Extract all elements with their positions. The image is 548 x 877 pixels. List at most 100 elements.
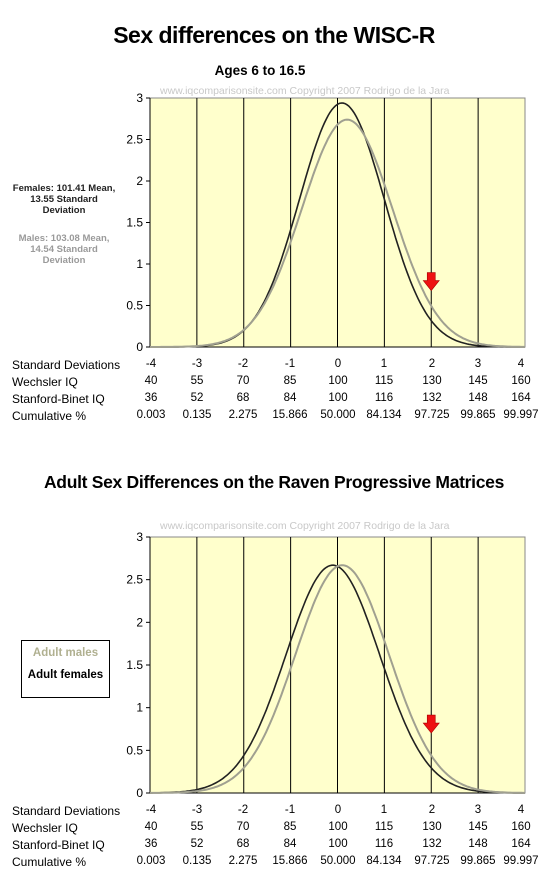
chart2-title: Adult Sex Differences on the Raven Progr… [43, 472, 505, 492]
chart2-table-cell: 52 [190, 838, 204, 850]
chart2-table-cell: 15.866 [272, 855, 308, 867]
chart1-table-cell: -2 [237, 358, 249, 370]
chart1-table-cell: 36 [144, 392, 158, 404]
chart2-y-tick-label: 2.5 [126, 573, 143, 587]
chart1-table-cell: 3 [474, 358, 482, 370]
chart1-legend-females: Females: 101.41 Mean, 13.55 Standard Dev… [2, 183, 126, 216]
chart1-scale-table: Standard Deviations -4 -3 -2 -1 0 1 2 3 4 Wechsler… [0, 358, 548, 426]
chart2-table-cell: 2 [428, 804, 436, 816]
chart2-table-cell: 4 [517, 804, 525, 816]
chart2-y-tick-label: 1 [136, 701, 143, 715]
chart2-table-cell: 84.134 [366, 855, 402, 867]
chart2-table-cell: 164 [511, 838, 531, 850]
chart1-table-cell: 130 [422, 375, 442, 387]
chart1-y-tick-label: 1 [136, 257, 143, 271]
chart2-y-tick-label: 0.5 [126, 743, 143, 757]
chart2-table-cell: 0.135 [182, 855, 212, 867]
chart1-table-cell: -1 [284, 358, 296, 370]
chart1-table-cell: 97.725 [414, 409, 450, 421]
chart1-table-cell: 116 [374, 392, 394, 404]
chart1-table-cell: 50.000 [320, 409, 356, 421]
chart1-table-cell: 115 [374, 375, 394, 387]
chart1-table-cell: 0.003 [136, 409, 166, 421]
chart1-table-cell: 4 [517, 358, 525, 370]
chart2-table-cell: 116 [374, 838, 394, 850]
chart2-series-adult-males [150, 564, 525, 794]
chart2-table-cell: 145 [468, 821, 488, 833]
chart1-table-cell: 40 [144, 375, 158, 387]
chart2-table-cell: 68 [236, 838, 250, 850]
legend-females-line-1: Females: 101.41 Mean, [12, 183, 116, 194]
chart2-table-row-label: Stanford-Binet IQ [12, 838, 105, 852]
chart2-table-cell: 3 [474, 804, 482, 816]
chart2-table-cell: 97.725 [414, 855, 450, 867]
chart2-table-cell: -4 [145, 804, 157, 816]
chart2-y-tick-label: 2 [136, 615, 143, 629]
chart2-table-row-label: Wechsler IQ [12, 821, 78, 835]
chart1-table-cell: 2 [428, 358, 436, 370]
chart1-table-cell: 55 [190, 375, 204, 387]
chart2-table-cell: 84 [283, 838, 297, 850]
chart1-y-tick-label: 2.5 [126, 133, 143, 147]
chart2-table-cell: 1 [380, 804, 388, 816]
chart1-table-cell: 84 [283, 392, 297, 404]
legend-females-line-3: Deviation [42, 205, 86, 216]
chart1-subtitle: Ages 6 to 16.5 [214, 63, 306, 78]
chart2-red-arrow-icon [422, 714, 440, 734]
legend-males-line-1: Males: 103.08 Mean, [18, 233, 110, 244]
chart1-table-cell: 164 [511, 392, 531, 404]
chart2-watermark: www.iqcomparisonsite.com Copyright 2007 … [160, 520, 450, 532]
chart2-table-cell: 130 [422, 821, 442, 833]
chart2-table-cell: -2 [237, 804, 249, 816]
chart2-table-cell: -1 [284, 804, 296, 816]
chart2-table-cell: 0 [334, 804, 342, 816]
chart1-table-cell: 85 [283, 375, 297, 387]
chart1-y-tick-label: 0.5 [126, 299, 143, 313]
chart2-table-cell: 160 [511, 821, 531, 833]
chart2-table-cell: 85 [283, 821, 297, 833]
chart2-legend: Adult males Adult females [21, 640, 110, 698]
chart1-table-cell: 0.135 [182, 409, 212, 421]
chart1-series-males [150, 118, 525, 348]
chart1-table-row-label: Wechsler IQ [12, 375, 78, 389]
chart1-table-cell: 68 [236, 392, 250, 404]
chart2-y-tick-label: 0 [136, 786, 143, 800]
legend-males-line-2: 14.54 Standard [30, 244, 98, 255]
chart2-table-row-label: Standard Deviations [12, 804, 121, 818]
chart1-legend-males: Males: 103.08 Mean, 14.54 Standard Devia… [2, 233, 126, 266]
chart2-table-cell: 100 [328, 821, 348, 833]
chart2-table-row-label: Cumulative % [12, 855, 87, 869]
chart1-table-cell: 160 [511, 375, 531, 387]
chart1-table-cell: 52 [190, 392, 204, 404]
chart1-y-tick-label: 1.5 [126, 216, 143, 230]
chart1-table-cell: 1 [380, 358, 388, 370]
chart1-table-cell: 148 [468, 392, 488, 404]
chart2-table-cell: 132 [422, 838, 442, 850]
chart1-y-tick-label: 0 [136, 340, 143, 354]
chart2-table-cell: 99.997 [503, 855, 539, 867]
chart1-table-cell: 99.997 [503, 409, 539, 421]
chart2-scale-table: Standard Deviations -4 -3 -2 -1 0 1 2 3 4 Wechsler… [0, 804, 548, 872]
chart2-y-tick-label: 1.5 [126, 658, 143, 672]
chart2-table-cell: 100 [328, 838, 348, 850]
chart1-table-cell: 100 [328, 392, 348, 404]
chart1-y-tick-label: 3 [136, 91, 143, 105]
chart1-table-cell: 132 [422, 392, 442, 404]
chart1-table-cell: 99.865 [460, 409, 496, 421]
chart2-table-cell: 148 [468, 838, 488, 850]
chart1-table-cell: 84.134 [366, 409, 402, 421]
chart1-table-cell: 15.866 [272, 409, 308, 421]
chart2-y-tick-label: 3 [136, 530, 143, 544]
chart2-table-cell: 40 [144, 821, 158, 833]
chart2-table-cell: 99.865 [460, 855, 496, 867]
chart2-table-cell: 2.275 [228, 855, 258, 867]
chart1-table-cell: -3 [191, 358, 203, 370]
chart1-table-row-label: Cumulative % [12, 409, 87, 423]
chart1-y-tick-label: 2 [136, 174, 143, 188]
legend-males-line-3: Deviation [42, 255, 86, 266]
chart2-table-cell: 36 [144, 838, 158, 850]
chart2-table-cell: -3 [191, 804, 203, 816]
chart2-table-cell: 70 [236, 821, 250, 833]
chart1-table-row-label: Standard Deviations [12, 358, 121, 372]
